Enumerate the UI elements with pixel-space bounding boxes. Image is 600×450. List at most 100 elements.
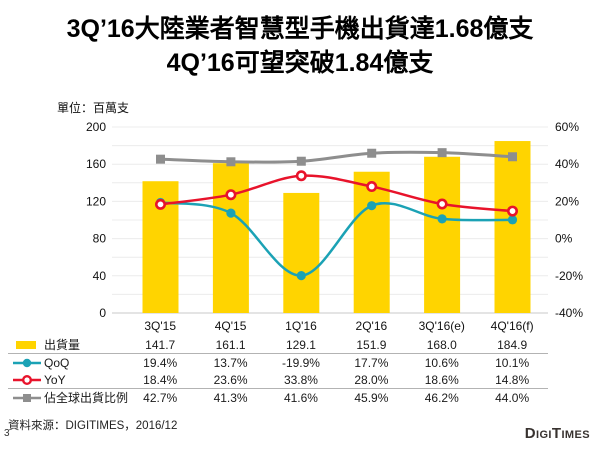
table-value: 151.9 (356, 337, 387, 352)
left-axis-tick: 0 (99, 306, 106, 320)
logo-letter: I (548, 429, 552, 441)
legend-label: 出貨量 (44, 338, 81, 352)
table-row: QoQ 19.4% 13.7% -19.9% 17.7% 10.6% 10.1% (8, 354, 548, 371)
table-value: 161.1 (215, 337, 246, 352)
right-axis-tick: 20% (555, 194, 579, 208)
x-axis-label: 3Q'16(e) (418, 319, 465, 333)
series-line (160, 150, 513, 164)
data-point-open-circle (436, 198, 448, 210)
left-axis-tick: 40 (93, 269, 107, 283)
table-value: 46.2% (424, 390, 459, 405)
left-axis-tick: 200 (86, 120, 106, 134)
logo-letter: S (582, 429, 590, 441)
table-value: -19.9% (281, 355, 320, 370)
data-table: 3Q'15 4Q'15 1Q'16 2Q'16 3Q'16(e) 4Q'16(f) 出貨量 1… (8, 316, 548, 406)
title-line-2: 4Q’16可望突破1.84億支 (166, 49, 434, 77)
data-point-circle (296, 271, 306, 281)
table-value: 28.0% (354, 372, 389, 387)
data-point-square (156, 154, 165, 164)
logo-letter: E (574, 429, 583, 441)
data-point-circle (437, 214, 447, 224)
line-series-YoY (155, 170, 518, 217)
logo-letter: G (539, 429, 549, 441)
logo-letter: M (564, 429, 575, 441)
legend-item: YoY (8, 373, 125, 387)
table-value: 18.4% (143, 372, 178, 387)
table-value: 23.6% (213, 372, 248, 387)
x-axis-label: 1Q'16 (285, 319, 317, 333)
table-value: 42.7% (143, 390, 178, 405)
page-number: 3 (4, 428, 10, 439)
digitimes-logo: DIGITIMES (524, 425, 590, 442)
bar-3Q'16(e) (424, 156, 461, 313)
right-axis-tick: 60% (555, 120, 579, 134)
data-point-open-circle (225, 189, 237, 201)
data-point-open-circle (366, 181, 378, 193)
right-axis-labels: 60% 40% 20% 0% -20% -40% (555, 120, 583, 320)
data-point-square (437, 148, 447, 158)
table-value: 41.6% (283, 390, 318, 405)
right-axis-tick: 40% (555, 157, 579, 171)
line-series-佔全球出貨比例 (156, 148, 517, 167)
bar-2Q'16 (353, 171, 390, 313)
table-value: 10.6% (424, 355, 459, 370)
data-point-circle (226, 208, 236, 218)
table-value: 129.1 (285, 337, 316, 352)
bars-series (142, 141, 531, 313)
legend-swatch-open-circle (13, 374, 41, 385)
table-row: 佔全球出貨比例 42.7% 41.3% 41.6% 45.9% 46.2% 44.0% (8, 389, 548, 406)
legend-swatch-bar (16, 340, 36, 349)
left-axis-tick: 160 (86, 157, 106, 171)
data-point-square (508, 152, 517, 162)
table-value: 141.7 (145, 337, 176, 352)
legend-item: 出貨量 (8, 336, 125, 353)
data-point-square (296, 156, 306, 166)
series-line (160, 174, 513, 213)
table-value: 45.9% (354, 390, 389, 405)
right-axis-tick: -40% (555, 306, 583, 320)
legend-swatch-filled-square (13, 393, 41, 402)
legend-swatch-filled-circle (13, 358, 41, 367)
bar-1Q'16 (283, 192, 320, 313)
unit-label: 單位：百萬支 (57, 101, 130, 115)
right-axis-tick: 0% (555, 232, 573, 246)
logo-letter: I (561, 429, 565, 441)
table-value: 18.6% (424, 372, 459, 387)
data-point-square (226, 157, 236, 167)
legend-label: 佔全球出貨比例 (44, 391, 129, 405)
source-note: 資料來源：DIGITIMES，2016/12 (8, 420, 178, 432)
bar-4Q'15 (212, 163, 249, 313)
combo-chart: 200 160 120 80 40 0 60% 40% 20% 0% -20% -40% (86, 120, 583, 320)
table-value: 19.4% (143, 355, 178, 370)
table-value: 13.7% (213, 355, 248, 370)
legend-label: QoQ (44, 355, 70, 370)
legend-item: QoQ (8, 356, 125, 370)
right-axis-tick: -20% (555, 269, 583, 283)
table-value: 33.8% (283, 372, 318, 387)
table-value: 168.0 (426, 337, 457, 352)
data-point-circle (507, 215, 518, 225)
table-value: 184.9 (497, 337, 528, 352)
bar-4Q'16(f) (494, 141, 531, 313)
logo-letter: I (535, 429, 540, 441)
left-axis-tick: 80 (93, 232, 107, 246)
data-point-open-circle (506, 205, 518, 217)
table-value: 14.8% (495, 372, 530, 387)
logo-letter: T (551, 425, 562, 442)
x-axis-label: 2Q'16 (355, 319, 388, 333)
chart-title: 3Q’16大陸業者智慧型手機出貨達1.68億支 4Q’16可望突破1.84億支 (0, 12, 600, 80)
data-point-square (367, 148, 377, 158)
table-value: 17.7% (354, 355, 389, 370)
table-row: YoY 18.4% 23.6% 33.8% 28.0% 18.6% 14.8% (8, 371, 548, 389)
data-point-open-circle (295, 170, 307, 182)
title-line-1: 3Q’16大陸業者智慧型手機出貨達1.68億支 (66, 15, 534, 43)
table-value: 44.0% (495, 390, 530, 405)
logo-letter: D (524, 425, 536, 442)
legend-item: 佔全球出貨比例 (8, 389, 129, 406)
left-axis-labels: 200 160 120 80 40 0 (86, 120, 106, 320)
table-value: 41.3% (213, 390, 248, 405)
data-point-circle (367, 201, 377, 211)
legend-label: YoY (44, 372, 66, 387)
table-value: 10.1% (495, 355, 530, 370)
